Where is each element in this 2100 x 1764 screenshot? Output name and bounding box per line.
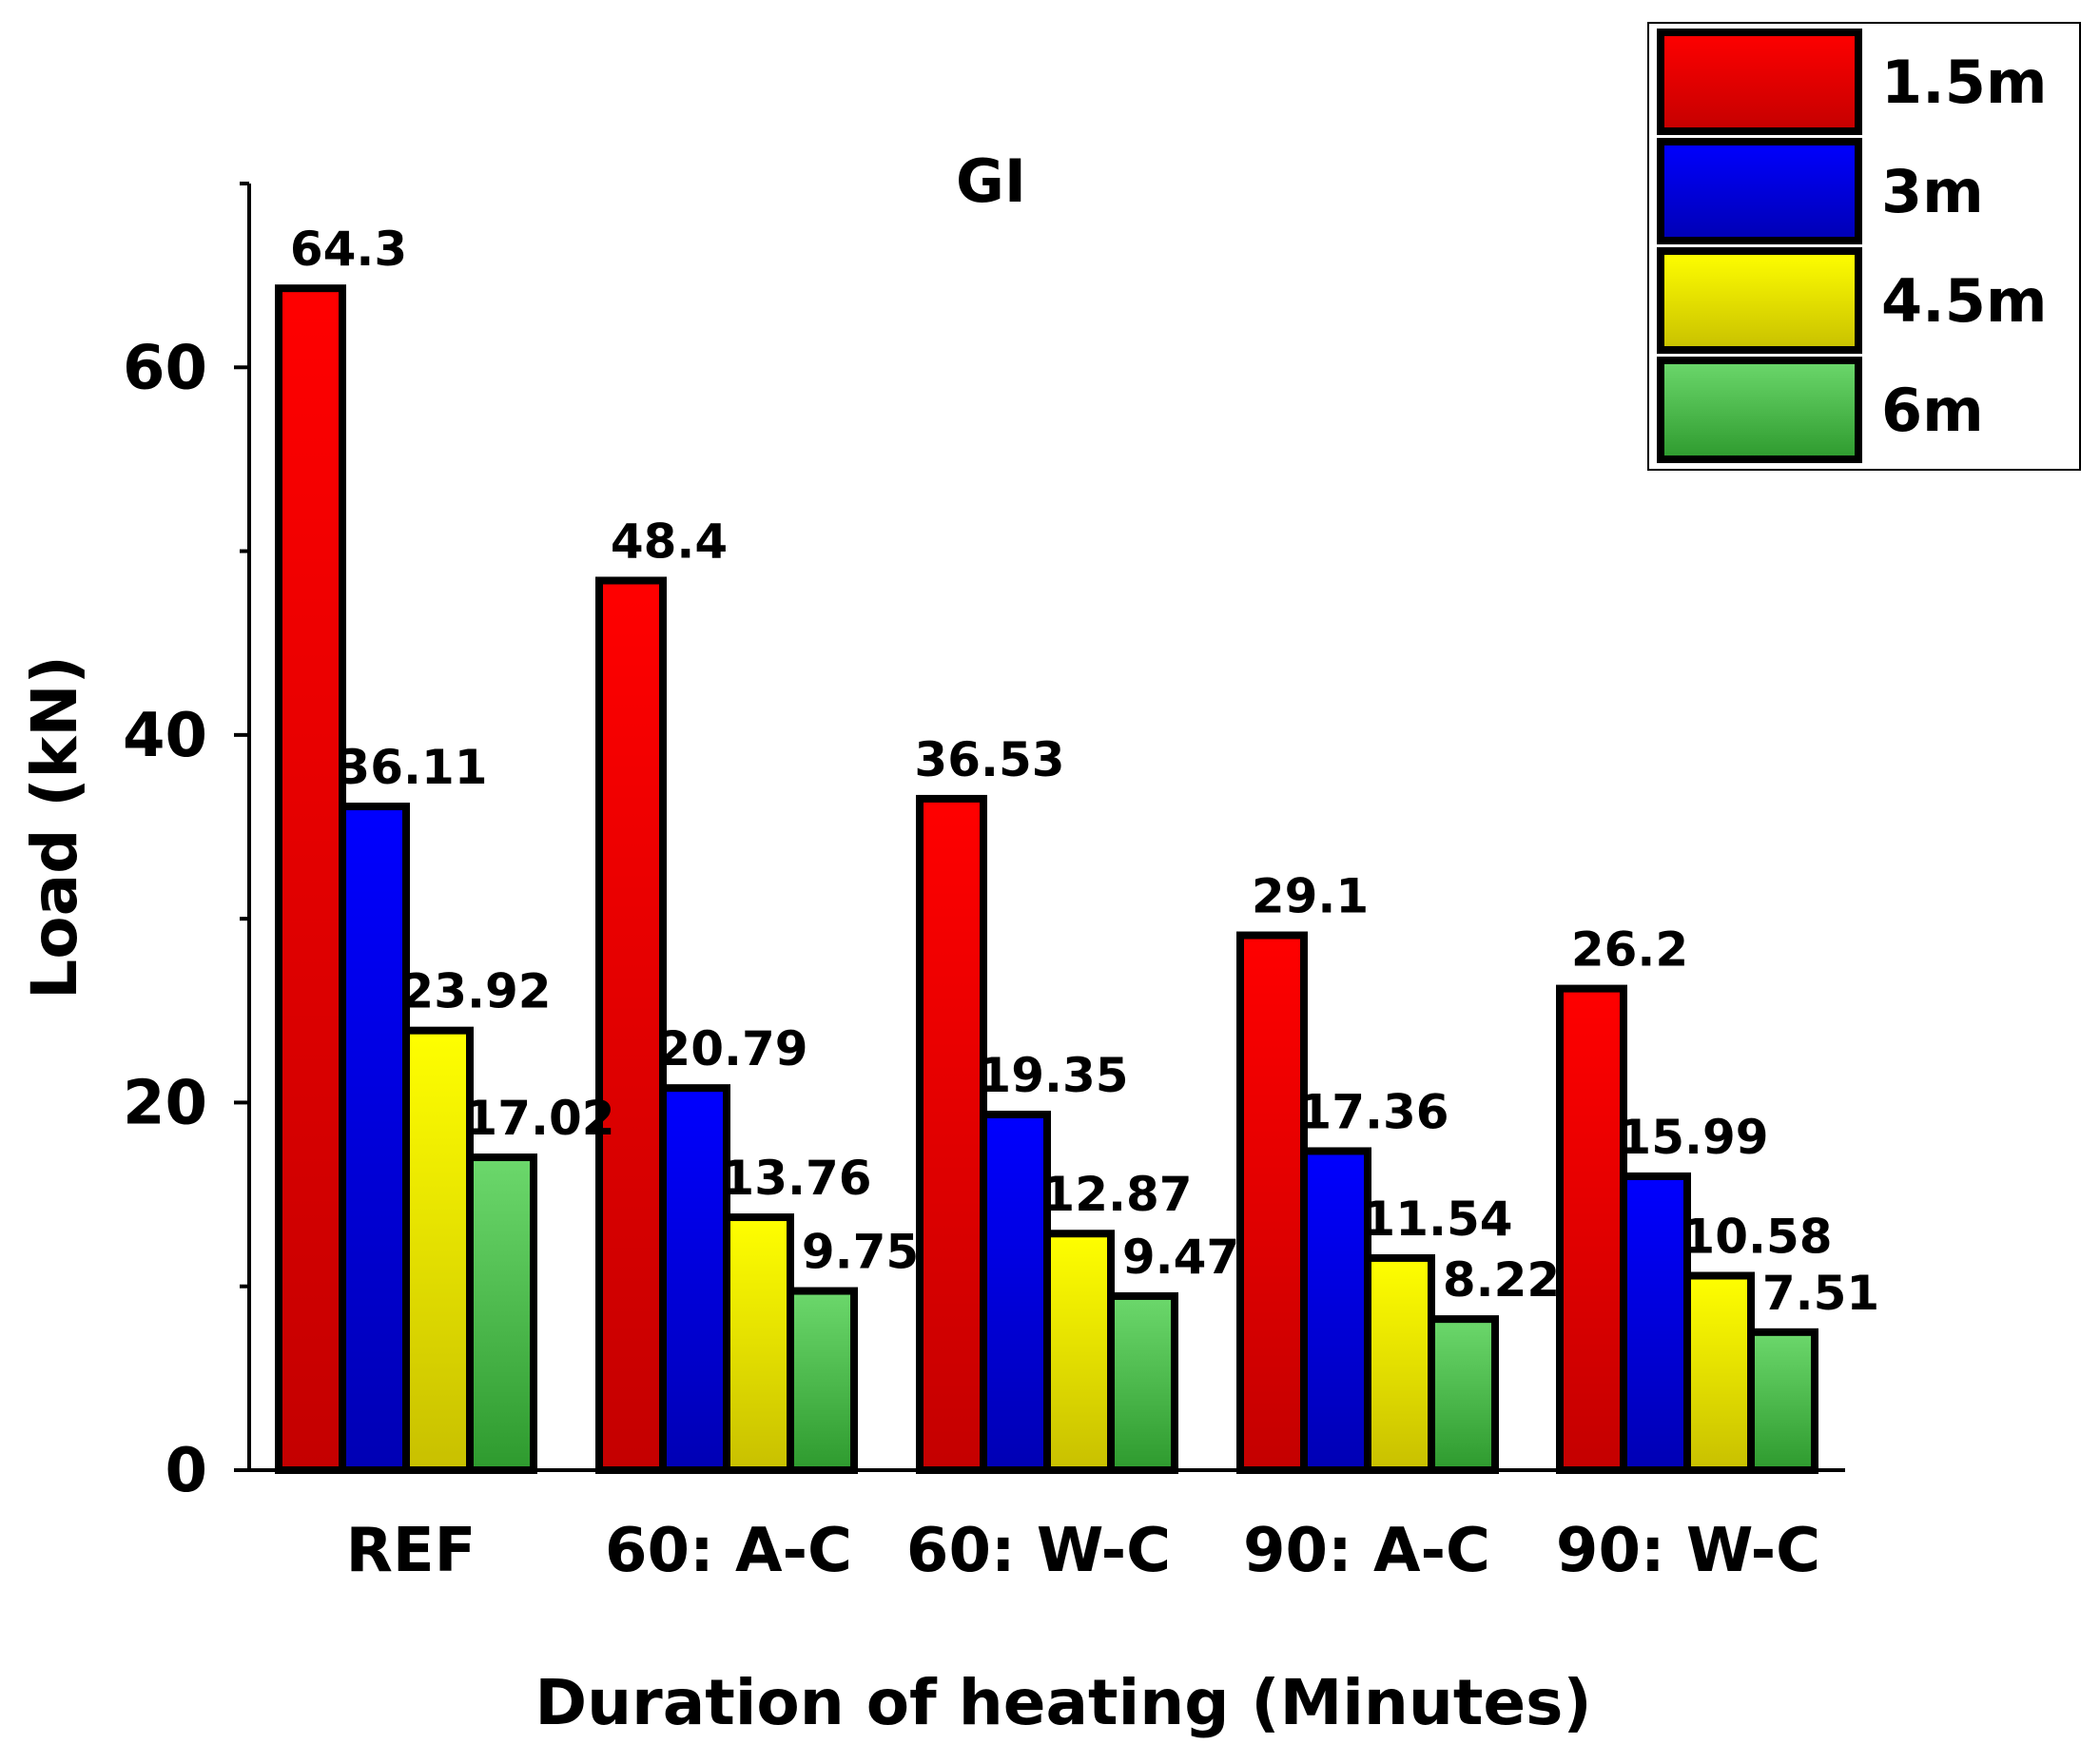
- y-tick-label: 60: [123, 333, 207, 403]
- x-category-label: 60: W-C: [906, 1516, 1171, 1586]
- value-label: 36.53: [914, 732, 1064, 787]
- bar-4_5m-5: [1683, 1271, 1755, 1474]
- bar-3m-4: [1300, 1147, 1371, 1475]
- y-tick-label: 0: [165, 1436, 207, 1506]
- value-label: 8.22: [1443, 1252, 1560, 1308]
- legend-swatch: [1657, 138, 1862, 244]
- bar-6m-1: [466, 1153, 537, 1474]
- y-axis-title: Load (kN): [18, 655, 91, 999]
- x-categories-layer: REF 60: A-C 60: W-C 90: A-C 90: W-C: [346, 1516, 1820, 1586]
- legend-swatch: [1657, 247, 1862, 354]
- bar-3m-5: [1620, 1172, 1691, 1474]
- value-label: 12.87: [1041, 1167, 1192, 1222]
- value-label: 7.51: [1762, 1266, 1879, 1321]
- y-tick-label: 20: [123, 1068, 207, 1138]
- chart-title: GI: [956, 146, 1026, 216]
- value-labels-layer: 64.3 36.11 23.92 17.02 48.4 20.79 13.76 9.75 36.…: [290, 222, 1879, 1321]
- value-label: 19.35: [978, 1048, 1128, 1103]
- bar-3m-1: [339, 803, 410, 1474]
- bar-1_5m-5: [1556, 984, 1627, 1474]
- value-label: 48.4: [611, 514, 728, 569]
- legend-label: 4.5m: [1881, 266, 2047, 336]
- x-category-label: REF: [346, 1516, 476, 1586]
- bar-4_5m-3: [1043, 1230, 1115, 1475]
- bar-6m-4: [1428, 1315, 1499, 1474]
- value-label: 9.75: [802, 1225, 919, 1280]
- value-label: 10.58: [1682, 1210, 1832, 1265]
- bar-6m-3: [1107, 1291, 1178, 1474]
- value-label: 26.2: [1571, 922, 1688, 978]
- value-label: 29.1: [1252, 869, 1369, 924]
- x-category-label: 60: A-C: [605, 1516, 852, 1586]
- value-label: 15.99: [1618, 1110, 1768, 1165]
- value-label: 36.11: [337, 740, 487, 795]
- legend: 1.5m 3m 4.5m 6m: [1647, 22, 2081, 471]
- legend-label: 1.5m: [1881, 48, 2047, 117]
- legend-label: 3m: [1881, 157, 1984, 226]
- value-label: 64.3: [290, 222, 407, 277]
- legend-label: 6m: [1881, 376, 1984, 445]
- value-label: 20.79: [657, 1021, 807, 1076]
- y-ticks-layer: 0 20 40 60: [123, 182, 249, 1506]
- bar-1_5m-1: [275, 284, 346, 1474]
- value-label: 17.36: [1298, 1084, 1449, 1139]
- legend-swatch: [1657, 29, 1862, 135]
- bar-1_5m-3: [916, 794, 987, 1474]
- bar-3m-2: [659, 1084, 730, 1475]
- bar-3m-3: [980, 1110, 1051, 1475]
- value-label: 17.02: [464, 1091, 614, 1146]
- bar-1_5m-2: [595, 576, 667, 1474]
- value-label: 11.54: [1362, 1192, 1512, 1247]
- bars-layer: [275, 284, 1818, 1475]
- x-category-label: 90: A-C: [1243, 1516, 1490, 1586]
- value-label: 23.92: [400, 964, 551, 1019]
- bar-4_5m-2: [723, 1213, 794, 1474]
- bar-1_5m-4: [1236, 931, 1308, 1474]
- bar-4_5m-1: [402, 1026, 474, 1474]
- bar-4_5m-4: [1364, 1253, 1435, 1474]
- value-label: 13.76: [721, 1151, 871, 1206]
- y-tick-label: 40: [123, 701, 207, 771]
- x-axis-title: Duration of heating (Minutes): [535, 1666, 1591, 1739]
- value-label: 9.47: [1122, 1230, 1239, 1285]
- x-category-label: 90: W-C: [1556, 1516, 1820, 1586]
- bar-6m-2: [787, 1287, 858, 1474]
- legend-swatch: [1657, 357, 1862, 463]
- legend-items: 1.5m 3m 4.5m 6m: [1657, 29, 2047, 463]
- bar-6m-5: [1747, 1328, 1818, 1474]
